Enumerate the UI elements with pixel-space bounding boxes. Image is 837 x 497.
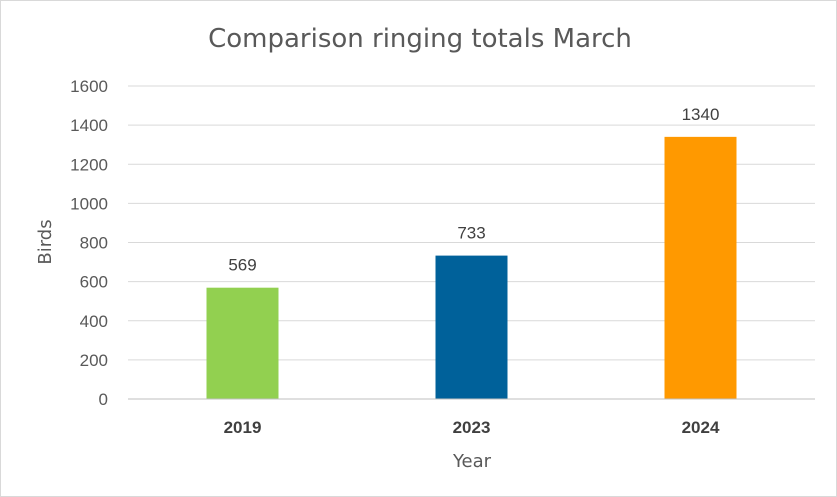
x-axis-title: Year — [452, 451, 492, 472]
data-label-2023: 733 — [457, 224, 485, 243]
data-label-2019: 569 — [228, 256, 256, 275]
x-tick-label-2024: 2024 — [682, 418, 720, 437]
y-tick-label: 1600 — [70, 77, 108, 96]
x-axis-categories: 2019 2023 2024 — [224, 418, 720, 437]
bars — [206, 136, 737, 400]
bar-2019 — [206, 287, 279, 399]
y-tick-label: 1400 — [70, 116, 108, 135]
y-axis-ticks: 0 200 400 600 800 1000 1200 1400 1600 — [70, 77, 108, 409]
y-tick-label: 1000 — [70, 194, 108, 213]
y-axis-title: Birds — [35, 219, 56, 264]
x-tick-label-2019: 2019 — [224, 418, 262, 437]
data-label-2024: 1340 — [682, 105, 720, 124]
chart-title: Comparison ringing totals March — [208, 24, 632, 54]
y-tick-label: 200 — [80, 351, 108, 370]
data-labels: 569 733 1340 — [228, 105, 719, 275]
bar-2023 — [435, 255, 508, 399]
y-tick-label: 400 — [80, 312, 108, 331]
x-tick-label-2023: 2023 — [453, 418, 491, 437]
y-tick-label: 800 — [80, 234, 108, 253]
y-tick-label: 0 — [99, 390, 108, 409]
bar-2024 — [664, 136, 737, 400]
y-tick-label: 600 — [80, 273, 108, 292]
y-tick-label: 1200 — [70, 155, 108, 174]
